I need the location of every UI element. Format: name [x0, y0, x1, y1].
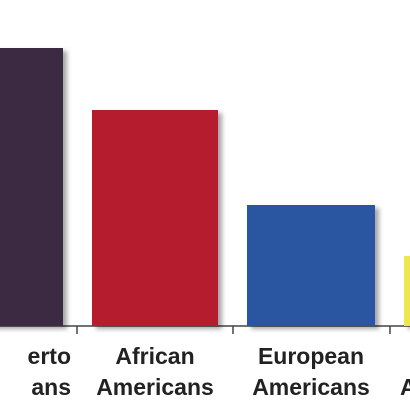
- x-tick-label: Americans: [252, 374, 370, 400]
- bar: [92, 110, 218, 326]
- bar: [404, 256, 410, 326]
- x-tick-label: erto: [28, 343, 71, 369]
- x-tick-label: African: [115, 343, 194, 369]
- bar: [247, 205, 375, 326]
- x-tick-label: A: [400, 374, 410, 400]
- x-tick-label: Americans: [96, 374, 214, 400]
- x-tick-label: ans: [31, 374, 71, 400]
- x-tick-label: European: [258, 343, 364, 369]
- bar: [0, 48, 63, 326]
